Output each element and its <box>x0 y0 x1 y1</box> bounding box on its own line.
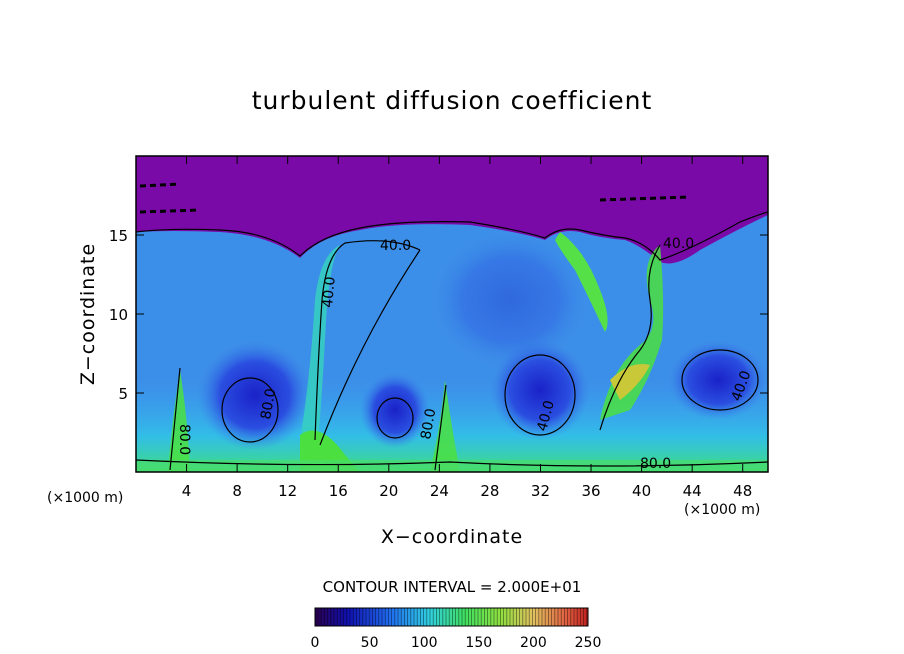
upper-streak-1 <box>139 208 201 214</box>
y-tick-label: 10 <box>109 306 128 324</box>
x-tick-label: 20 <box>379 482 398 500</box>
x-tick-label: 24 <box>430 482 449 500</box>
x-unit-label-right: (×1000 m) <box>684 502 761 518</box>
upper-streaks <box>139 182 691 214</box>
y-tick-label: 5 <box>118 385 128 403</box>
colorbar-tick-label: 50 <box>361 635 379 651</box>
contour-label: 80.0 <box>640 456 671 472</box>
x-tick-label: 28 <box>480 482 499 500</box>
x-unit-label-left: (×1000 m) <box>47 490 124 506</box>
contour-line-8 <box>681 349 759 411</box>
colorbar-ticks: 0 50 100 150 200 250 <box>311 635 602 651</box>
contour-line-10 <box>599 244 661 431</box>
y-ticks: 5 10 15 <box>109 227 768 403</box>
x-tick-label: 8 <box>232 482 242 500</box>
colorbar-frame <box>314 607 589 627</box>
low-core-1 <box>197 340 313 450</box>
contour-label: 80.0 <box>418 407 439 440</box>
contour-label: 40.0 <box>534 399 558 433</box>
x-axis-label: X−coordinate <box>380 526 524 548</box>
contour-line-11 <box>169 367 181 471</box>
low-core-4 <box>668 340 768 420</box>
upper-streak-2 <box>139 182 181 188</box>
contour-line-9 <box>136 459 768 467</box>
field-area <box>136 156 768 472</box>
contour-line-4 <box>319 249 421 446</box>
x-tick-label: 48 <box>733 482 752 500</box>
contour-label: 40.0 <box>663 236 694 252</box>
colorbar-tick-label: 250 <box>575 635 602 651</box>
contour-line-3 <box>314 240 421 441</box>
contour-line-5 <box>221 377 279 443</box>
x-tick-label: 36 <box>581 482 600 500</box>
contour-label: 40.0 <box>380 238 411 254</box>
colorbar-tick-label: 150 <box>465 635 492 651</box>
chart-title: turbulent diffusion coefficient <box>251 86 653 115</box>
colorbar-tick-label: 200 <box>520 635 547 651</box>
low-region-5 <box>430 230 590 370</box>
contour-line-2 <box>544 211 768 261</box>
colorbar-tick-label: 100 <box>411 635 438 651</box>
x-tick-label: 40 <box>632 482 651 500</box>
x-tick-label: 32 <box>531 482 550 500</box>
colorbar-tick-label: 0 <box>311 635 320 651</box>
plume-4 <box>555 232 608 332</box>
contour-line-12 <box>434 384 447 471</box>
colorbar-stripes <box>317 608 588 626</box>
x-tick-label: 44 <box>683 482 702 500</box>
contour-label: 40.0 <box>320 276 339 308</box>
x-ticks: 4 8 12 16 20 24 28 32 36 40 44 48 <box>182 156 752 500</box>
x-tick-label: 12 <box>278 482 297 500</box>
bottom-band <box>136 460 768 472</box>
contour-lines <box>136 211 768 471</box>
contour-interval-label: CONTOUR INTERVAL = 2.000E+01 <box>322 578 582 596</box>
plume-6 <box>168 370 190 472</box>
contour-line-7 <box>504 354 576 436</box>
upper-streak-3 <box>599 195 691 202</box>
x-tick-label: 4 <box>182 482 192 500</box>
y-tick-label: 15 <box>109 227 128 245</box>
contour-line-1 <box>136 221 546 257</box>
colorbar <box>315 608 588 626</box>
contour-line-6 <box>376 397 414 439</box>
contour-label: 80.0 <box>176 424 192 455</box>
x-tick-label: 16 <box>329 482 348 500</box>
contour-label: 80.0 <box>258 387 279 420</box>
plume-5 <box>610 364 650 400</box>
low-core-2 <box>360 372 430 448</box>
